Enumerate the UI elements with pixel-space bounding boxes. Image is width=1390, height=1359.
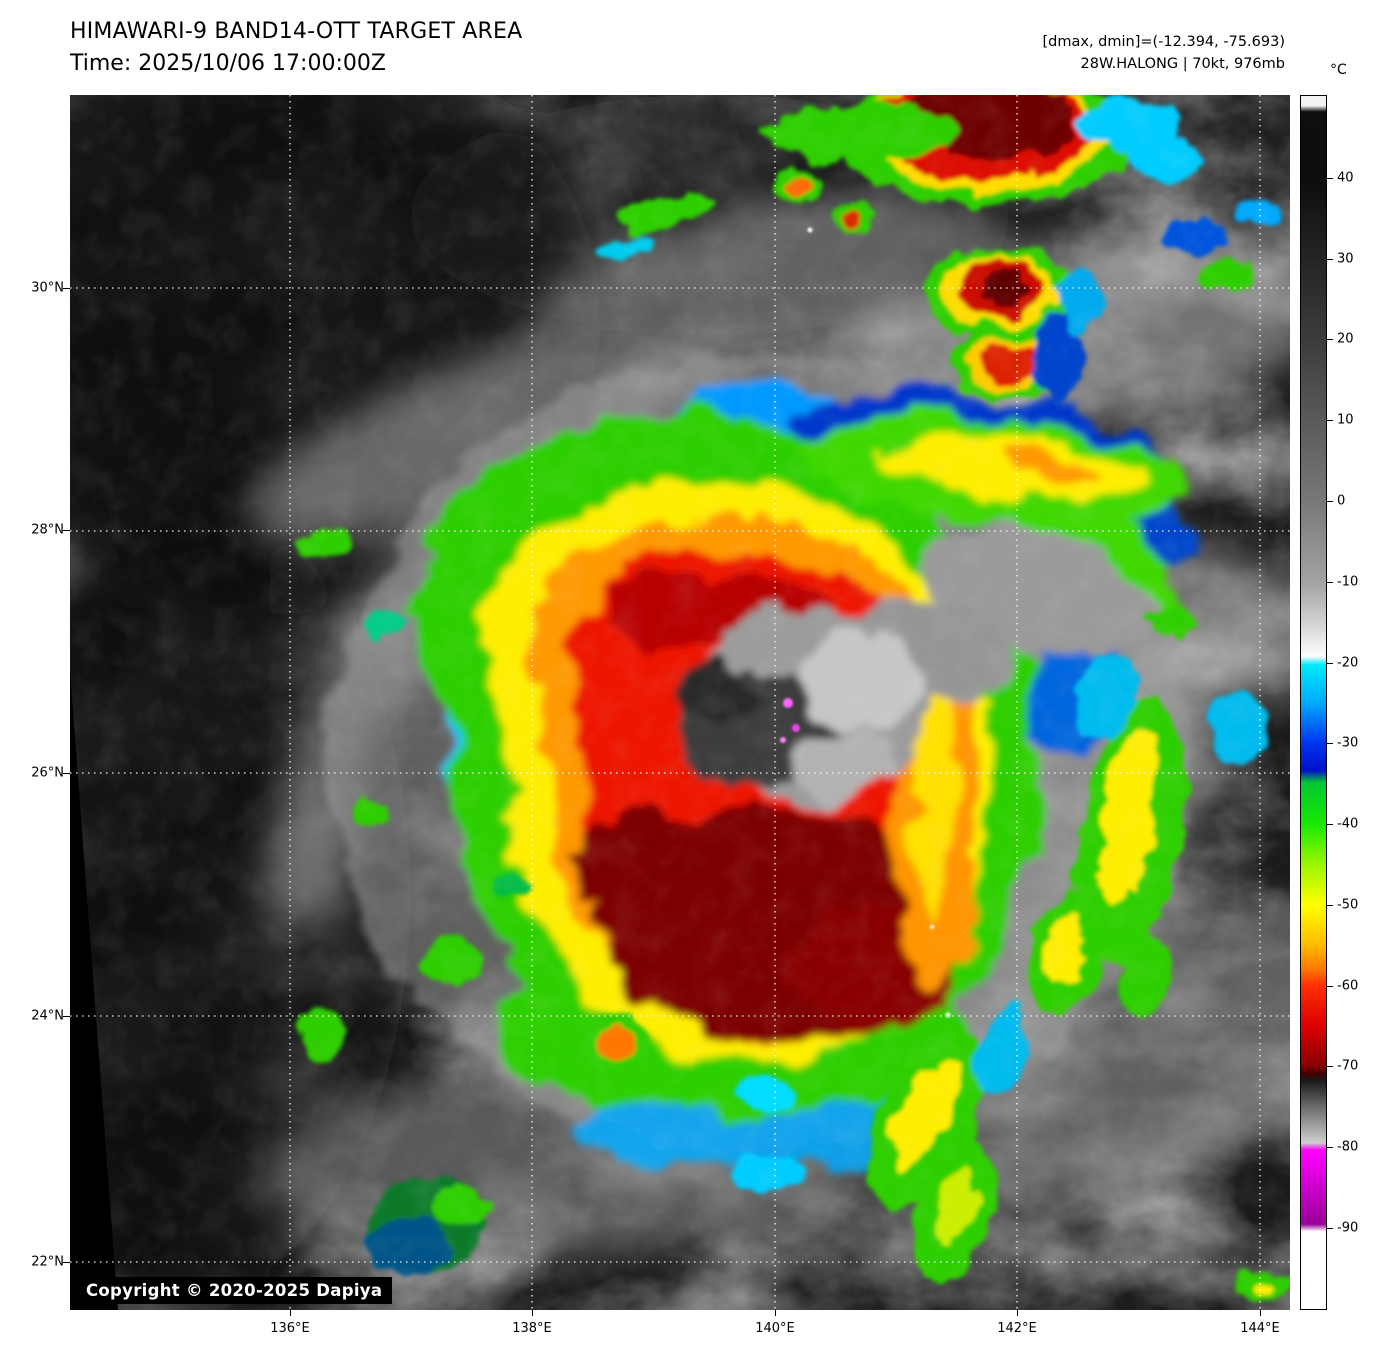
colorbar-label-20: 20 [1337,331,1354,347]
colorbar-tick [1327,501,1333,502]
colorbar-label-30: 30 [1337,251,1354,267]
y-axis-tick [63,1016,70,1017]
header-left: HIMAWARI-9 BAND14-OTT TARGET AREA Time: … [70,18,522,77]
overshoot-markers [780,227,951,1018]
lat-label-24n: 24°N [31,1008,64,1024]
swath-edge [70,670,118,1310]
colorbar-tick [1327,339,1333,340]
lon-label-136e: 136°E [270,1321,310,1336]
colorbar-label-m70: -70 [1337,1058,1359,1074]
colorbar-label-m20: -20 [1337,655,1359,671]
satellite-map: Copyright © 2020-2025 Dapiya [70,95,1290,1310]
satellite-image [70,95,1290,1310]
lat-label-28n: 28°N [31,522,64,538]
colorbar-label-m90: -90 [1337,1220,1359,1236]
copyright-label: Copyright © 2020-2025 Dapiya [76,1277,393,1304]
storm-info: 28W.HALONG | 70kt, 976mb [1080,55,1285,72]
lon-label-138e: 138°E [512,1321,552,1336]
colorbar-tick [1327,1147,1333,1148]
timestamp: Time: 2025/10/06 17:00:00Z [70,50,386,76]
colorbar-label-40: 40 [1337,170,1354,186]
lat-label-26n: 26°N [31,765,64,781]
colorbar-tick [1327,663,1333,664]
x-axis-tick [1017,1310,1018,1316]
colorbar-unit: °C [1330,62,1347,78]
colorbar-label-m40: -40 [1337,816,1359,832]
colorbar-tick [1327,743,1333,744]
graticule [70,95,1290,1310]
colorbar-label-m60: -60 [1337,978,1359,994]
colorbar-label-m80: -80 [1337,1139,1359,1155]
colorbar-tick [1327,582,1333,583]
y-axis-tick [63,288,70,289]
colorbar-tick [1327,1228,1333,1229]
lon-label-140e: 140°E [755,1321,795,1336]
colorbar-tick [1327,420,1333,421]
colorbar-label-m50: -50 [1337,897,1359,913]
y-axis-tick [63,773,70,774]
colorbar-label-m30: -30 [1337,735,1359,751]
colorbar-label-10: 10 [1337,412,1354,428]
colorbar-tick [1327,178,1333,179]
colorbar-tick [1327,905,1333,906]
dmax-dmin-readout: [dmax, dmin]=(-12.394, -75.693) [1042,34,1286,50]
x-axis-tick [775,1310,776,1316]
lon-label-144e: 144°E [1240,1321,1280,1336]
lat-label-30n: 30°N [31,280,64,296]
colorbar-tick [1327,824,1333,825]
header-right: [dmax, dmin]=(-12.394, -75.693) 28W.HALO… [1043,32,1286,76]
colorbar-tick [1327,1066,1333,1067]
colorbar-tick [1327,259,1333,260]
lon-label-142e: 142°E [997,1321,1037,1336]
x-axis-tick [290,1310,291,1316]
colorbar-label-m10: -10 [1337,574,1359,590]
temperature-colorbar [1300,95,1327,1310]
x-axis-tick [1260,1310,1261,1316]
lat-label-22n: 22°N [31,1254,64,1270]
colorbar-label-0: 0 [1337,493,1346,509]
grain-overlay [70,95,1290,1310]
colorbar-tick [1327,986,1333,987]
y-axis-tick [63,1262,70,1263]
x-axis-tick [532,1310,533,1316]
page-title: HIMAWARI-9 BAND14-OTT TARGET AREA [70,19,523,44]
y-axis-tick [63,530,70,531]
